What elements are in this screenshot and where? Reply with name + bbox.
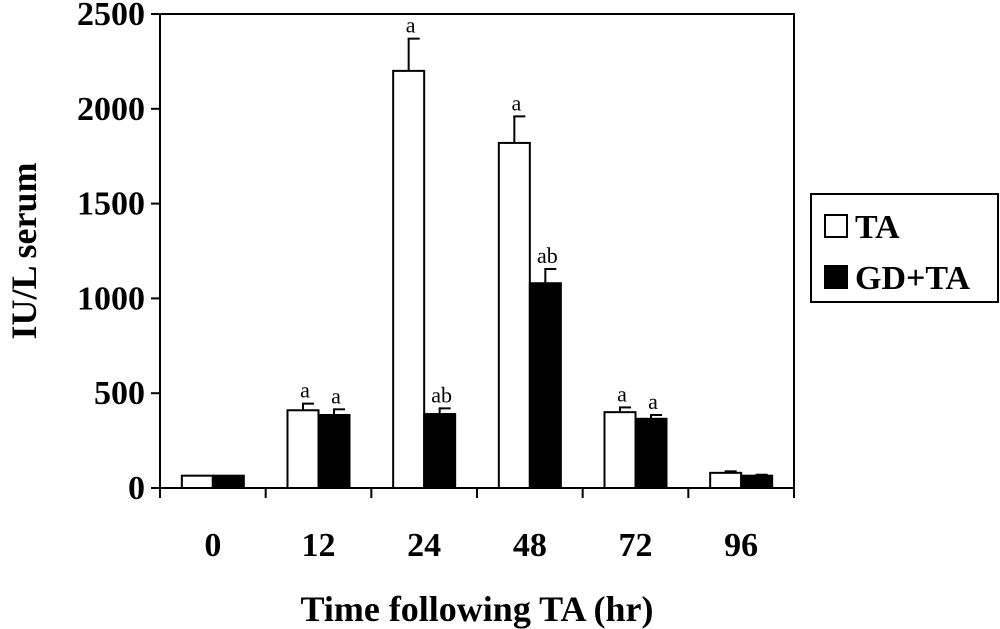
legend-label-ta: TA	[855, 209, 900, 246]
significance-label: a	[648, 389, 658, 414]
bars	[180, 69, 774, 490]
x-tick-label: 0	[204, 527, 221, 564]
significance-label: a	[300, 378, 310, 403]
bar-ta	[180, 474, 214, 489]
bar-gd-ta	[634, 417, 668, 489]
y-tick-label: 2000	[77, 91, 145, 128]
y-tick-label: 1000	[77, 280, 145, 317]
significance-label: a	[617, 381, 627, 406]
significance-label: ab	[431, 382, 452, 407]
x-tick-label: 24	[407, 527, 441, 564]
significance-label: ab	[537, 243, 558, 268]
bar-gd-ta	[740, 474, 774, 489]
x-axis: 0 12 24 48 72 96	[159, 488, 795, 564]
x-axis-title: Time following TA (hr)	[300, 589, 653, 629]
legend-swatch-ta	[824, 214, 848, 238]
x-tick-label: 12	[302, 527, 336, 564]
y-tick-label: 1500	[77, 186, 145, 223]
bar-gd-ta	[317, 414, 351, 489]
y-axis: 0 500 1000 1500 2000 2500	[77, 0, 160, 507]
x-tick-label: 96	[724, 527, 758, 564]
bar-ta	[497, 141, 531, 489]
bar-ta	[709, 471, 743, 490]
legend: TA GD+TA	[810, 193, 999, 303]
bar-ta	[603, 411, 637, 489]
significance-label: a	[511, 90, 521, 115]
x-tick-label: 72	[619, 527, 653, 564]
y-tick-label: 0	[128, 470, 145, 507]
bar-gd-ta	[423, 413, 457, 489]
significance-label: a	[406, 13, 416, 38]
legend-swatch-gd-ta	[824, 265, 848, 289]
y-tick-label: 500	[94, 375, 145, 412]
bar-ta	[286, 409, 320, 490]
x-tick-label: 48	[513, 527, 547, 564]
bar-gd-ta	[528, 282, 562, 489]
significance-label: a	[331, 383, 341, 408]
bar-ta	[392, 69, 426, 489]
bar-gd-ta	[211, 474, 245, 489]
legend-label-gd-ta: GD+TA	[855, 260, 971, 297]
y-tick-label: 2500	[77, 0, 145, 33]
error-bars	[302, 37, 768, 476]
y-axis-title: IU/L serum	[4, 162, 44, 339]
plot-area	[159, 13, 795, 489]
